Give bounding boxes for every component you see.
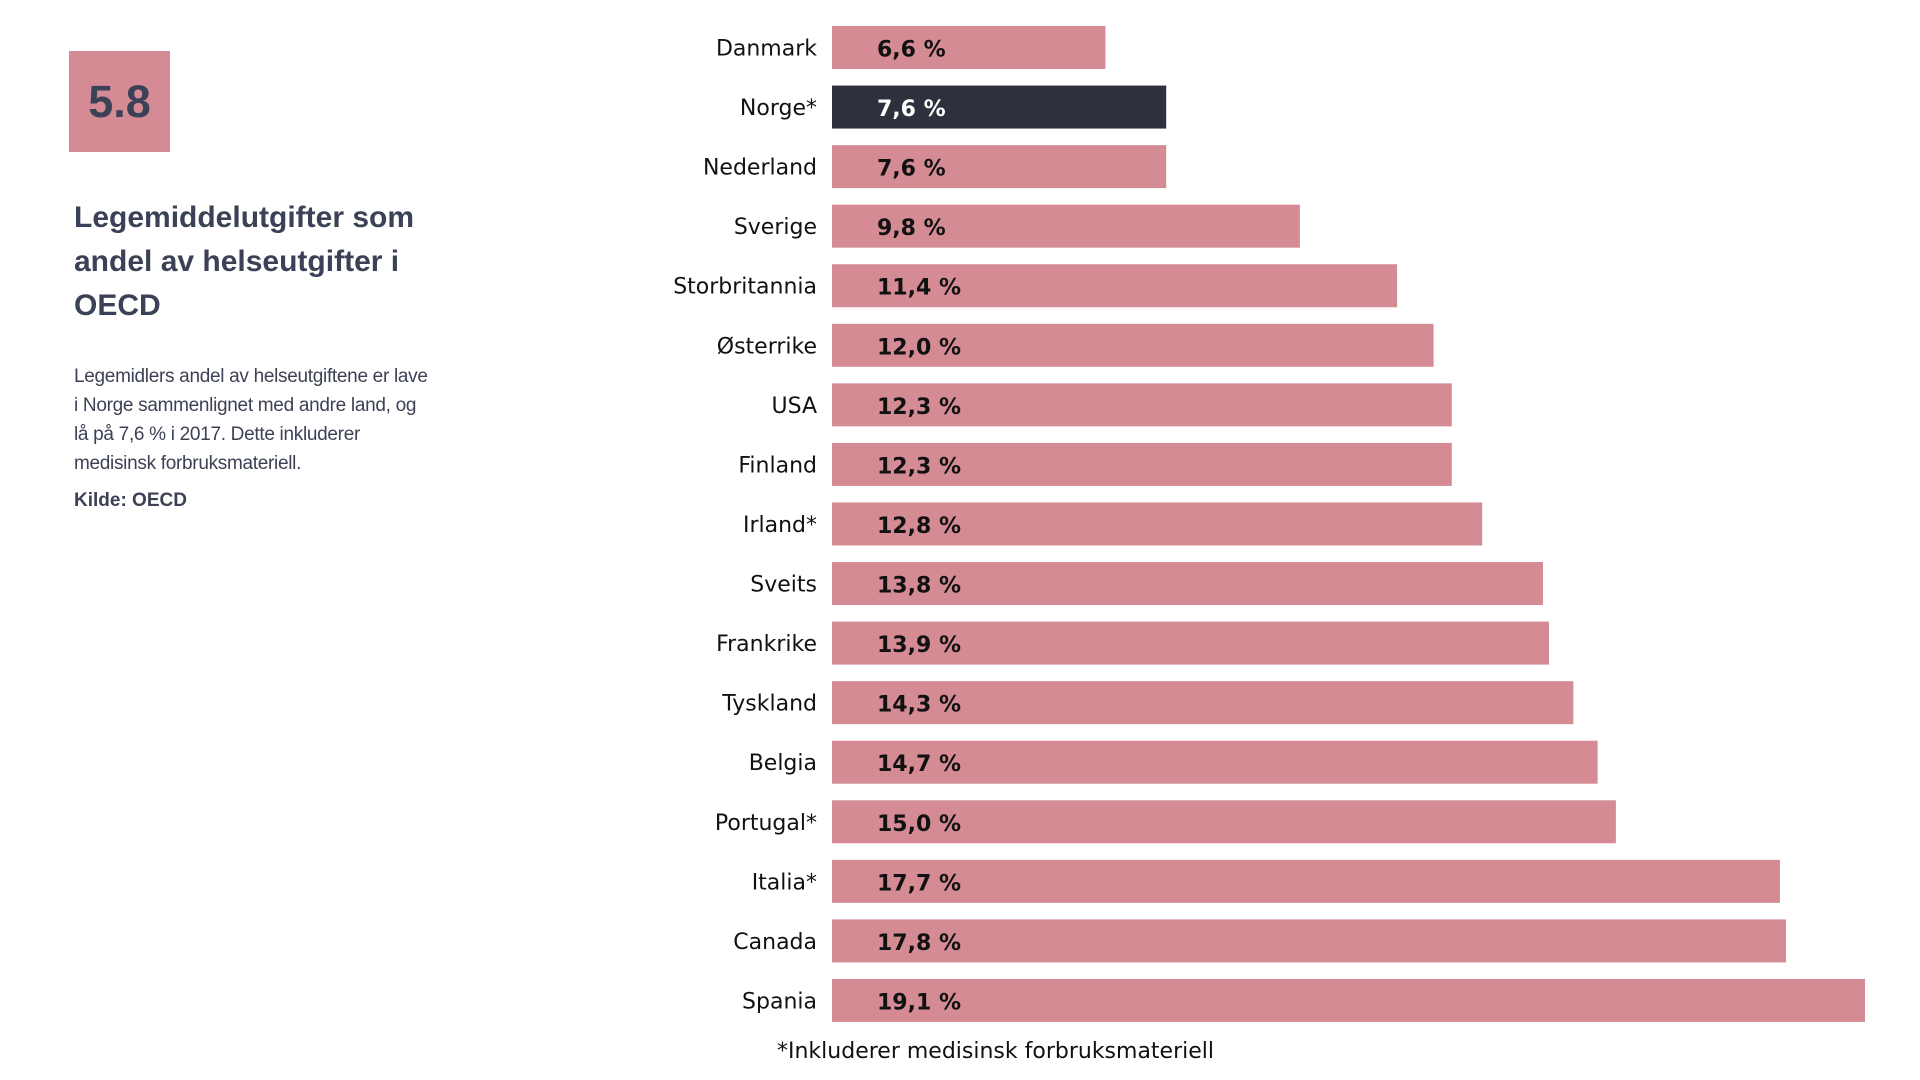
value-label: 7,6 % <box>877 157 946 182</box>
figure-number-badge: 5.8 <box>69 51 170 152</box>
source-label: Kilde: OECD <box>74 490 187 511</box>
value-label: 12,8 % <box>877 514 961 539</box>
bar <box>832 383 1452 427</box>
value-label: 12,0 % <box>877 335 961 360</box>
category-label: Belgia <box>749 751 817 776</box>
value-label: 13,9 % <box>877 633 961 658</box>
category-label: Nederland <box>703 156 817 181</box>
category-label: USA <box>771 394 817 419</box>
bar-row: Nederland 7,6 % <box>703 145 1167 189</box>
bar-row: Spania 19,1 % <box>742 978 1865 1022</box>
value-label: 15,0 % <box>877 812 961 837</box>
category-label: Frankrike <box>716 632 817 657</box>
bar-row: Portugal* 15,0 % <box>715 800 1616 844</box>
category-label: Finland <box>738 453 817 478</box>
bar <box>832 681 1574 725</box>
bar <box>832 859 1780 903</box>
bar <box>832 145 1167 189</box>
value-label: 12,3 % <box>877 395 961 420</box>
bar-row: Irland* 12,8 % <box>743 502 1483 546</box>
bar-row: Finland 12,3 % <box>738 442 1452 486</box>
value-label: 17,7 % <box>877 871 961 896</box>
category-label: Irland* <box>743 513 817 538</box>
category-label: Tyskland <box>721 692 817 717</box>
chart-footnote: *Inkluderer medisinsk forbruksmateriell <box>777 1039 1215 1064</box>
chart-title: Legemiddelutgifter som andel av helseutg… <box>74 201 415 322</box>
category-label: Danmark <box>716 37 817 62</box>
bar-row: Sveits 13,8 % <box>750 562 1543 606</box>
bar <box>832 621 1550 665</box>
value-label: 19,1 % <box>877 990 961 1015</box>
value-label: 17,8 % <box>877 931 961 956</box>
category-label: Sveits <box>750 573 817 598</box>
category-label: Portugal* <box>715 811 817 836</box>
bar-row: Østerrike 12,0 % <box>717 323 1434 367</box>
bar-row: Storbritannia 11,4 % <box>673 264 1398 308</box>
bar <box>832 442 1452 486</box>
value-label: 11,4 % <box>877 276 961 301</box>
value-label: 14,7 % <box>877 752 961 777</box>
bar <box>832 919 1787 963</box>
bar <box>832 562 1543 606</box>
chart-description: Legemidlers andel av helseutgiftene er l… <box>74 366 428 474</box>
bar-row: Italia* 17,7 % <box>752 859 1780 903</box>
category-label: Sverige <box>734 215 817 240</box>
category-label: Norge* <box>740 96 817 121</box>
bar <box>832 26 1106 69</box>
bar <box>832 978 1865 1022</box>
bar <box>832 800 1616 844</box>
category-label: Italia* <box>752 870 817 895</box>
bar-row: Canada 17,8 % <box>733 919 1787 963</box>
bar <box>832 204 1300 248</box>
category-label: Canada <box>733 930 817 955</box>
value-label: 6,6 % <box>877 38 946 63</box>
bar-row: Tyskland 14,3 % <box>721 681 1574 725</box>
bar-row: Norge* 7,6 % <box>740 85 1167 129</box>
value-label: 9,8 % <box>877 216 946 241</box>
value-label: 13,8 % <box>877 574 961 599</box>
bar-highlight <box>832 85 1167 129</box>
category-label: Østerrike <box>717 334 817 359</box>
value-label: 14,3 % <box>877 693 961 718</box>
category-label: Spania <box>742 989 817 1014</box>
bar-row: Frankrike 13,9 % <box>716 621 1550 665</box>
bar-row: Danmark 6,6 % <box>716 26 1106 69</box>
value-label: 7,6 % <box>877 97 946 122</box>
category-label: Storbritannia <box>673 275 817 300</box>
bar <box>832 264 1398 308</box>
bar-row: Sverige 9,8 % <box>734 204 1300 248</box>
bar <box>832 502 1483 546</box>
figure-number: 5.8 <box>88 75 151 127</box>
bar <box>832 740 1598 784</box>
value-label: 12,3 % <box>877 454 961 479</box>
bar-row: USA 12,3 % <box>771 383 1452 427</box>
bar-row: Belgia 14,7 % <box>749 740 1598 784</box>
bar <box>832 323 1434 367</box>
